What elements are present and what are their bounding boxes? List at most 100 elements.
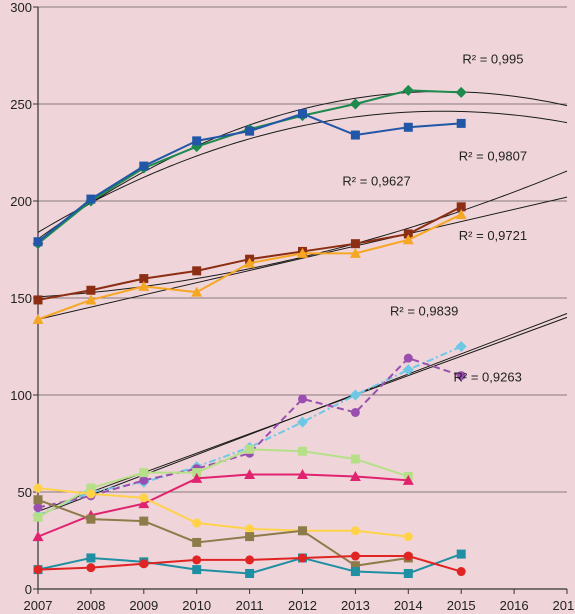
series-4-point-2007 [32,313,44,324]
series-8-point-2007 [32,531,44,542]
series-10-point-2008 [86,514,96,524]
series-4-point-2015 [455,209,467,220]
series-2-point-2012 [298,109,307,119]
series-6-point-2007 [33,503,43,513]
series-4-point-2009 [138,280,150,291]
x-tick-label-2009: 2009 [129,598,158,613]
series-3-point-2009 [139,274,149,284]
series-1-point-2014 [402,84,414,96]
x-tick-label-2017: 2017 [553,598,575,613]
series-12-point-2012 [298,553,307,563]
trendline-1 [37,91,568,240]
series-2-point-2009 [139,161,149,171]
series-12-point-2009 [139,559,149,569]
series-5-line [37,345,462,517]
series-12-point-2010 [192,555,202,565]
series-2-point-2010 [192,136,202,146]
series-12-point-2011 [245,555,255,565]
series-9-point-2008 [86,489,96,499]
series-11-point-2015 [456,549,466,559]
series-5-point-2015 [455,341,467,352]
y-tick-label-100: 100 [10,388,32,403]
r2-label-4: R² = 0,9721 [459,228,527,243]
series-8-point-2014 [402,474,414,485]
series-9-point-2014 [403,532,413,542]
series-7-point-2011 [245,444,255,454]
series-12-point-2013 [350,551,360,561]
series-10-line [37,498,409,567]
series-12-point-2014 [403,551,413,561]
series-4-point-2014 [402,234,414,245]
series-12-point-2007 [33,565,43,575]
series-4-point-2010 [191,286,203,297]
r2-label-3: R² = 0,9627 [342,173,410,188]
series-4-point-2012 [297,247,308,258]
series-12-point-2015 [456,567,466,577]
series-6-point-2014 [403,353,413,363]
series-11-point-2011 [245,568,255,578]
series-4-point-2013 [349,247,361,258]
trendline-4 [37,196,568,320]
series-3-point-2013 [350,239,360,249]
series-3-point-2015 [456,202,466,212]
series-5-point-2012 [297,416,308,428]
x-tick-label-2011: 2011 [236,598,264,613]
series-6-point-2009 [139,475,149,485]
x-tick-label-2014: 2014 [394,598,423,613]
series-4-point-2011 [244,257,256,268]
x-tick-label-2008: 2008 [76,598,105,613]
series-6-point-2015 [456,371,466,381]
series-2-point-2014 [403,122,413,132]
r2-label-1: R² = 0,995 [462,51,523,66]
series-8-line [37,473,409,538]
series-4-point-2008 [85,294,97,305]
series-9-point-2009 [139,493,149,503]
x-tick-label-2010: 2010 [182,598,211,613]
series-10-point-2010 [192,537,202,547]
series-10-point-2012 [298,526,307,536]
x-tick-label-2016: 2016 [500,598,529,613]
series-8-point-2011 [244,469,256,480]
series-7-point-2008 [86,483,96,493]
y-tick-label-0: 0 [25,582,32,597]
series-7-point-2009 [139,468,149,478]
series-6-point-2012 [298,394,307,404]
x-tick-label-2013: 2013 [341,598,370,613]
series-1-point-2015 [455,86,467,98]
series-7-line [37,448,409,519]
series-7-point-2013 [350,454,360,464]
r2-label-5: R² = 0,9839 [390,303,458,318]
series-5-point-2014 [402,364,414,376]
series-12-point-2008 [86,563,96,573]
series-1-line [37,89,462,245]
series-8-point-2013 [349,470,361,481]
series-11-point-2010 [192,565,202,575]
series-7-point-2010 [192,468,202,478]
y-tick-label-200: 200 [10,194,32,209]
series-7-point-2007 [33,512,43,522]
series-11-point-2008 [86,553,96,563]
r2-label-6: R² = 0,9263 [454,369,522,384]
series-8-point-2009 [138,498,150,509]
y-tick-label-300: 300 [10,0,32,15]
y-tick-label-50: 50 [18,485,32,500]
series-3-line [37,205,462,301]
series-5-point-2013 [349,389,361,401]
trendline-6 [37,316,568,512]
series-11-point-2014 [403,568,413,578]
series-1-point-2013 [349,98,361,110]
series-9-point-2011 [245,524,255,534]
series-3-point-2010 [192,266,202,276]
series-2-point-2013 [350,130,360,140]
series-6-point-2013 [350,407,360,417]
series-6-line [37,357,462,509]
x-tick-label-2012: 2012 [288,598,317,613]
series-10-point-2011 [245,532,255,542]
series-9-line [37,487,409,538]
series-9-point-2010 [192,518,202,528]
series-9-point-2007 [33,483,43,493]
series-9-point-2013 [350,526,360,536]
r2-label-2: R² = 0,9807 [459,148,527,163]
